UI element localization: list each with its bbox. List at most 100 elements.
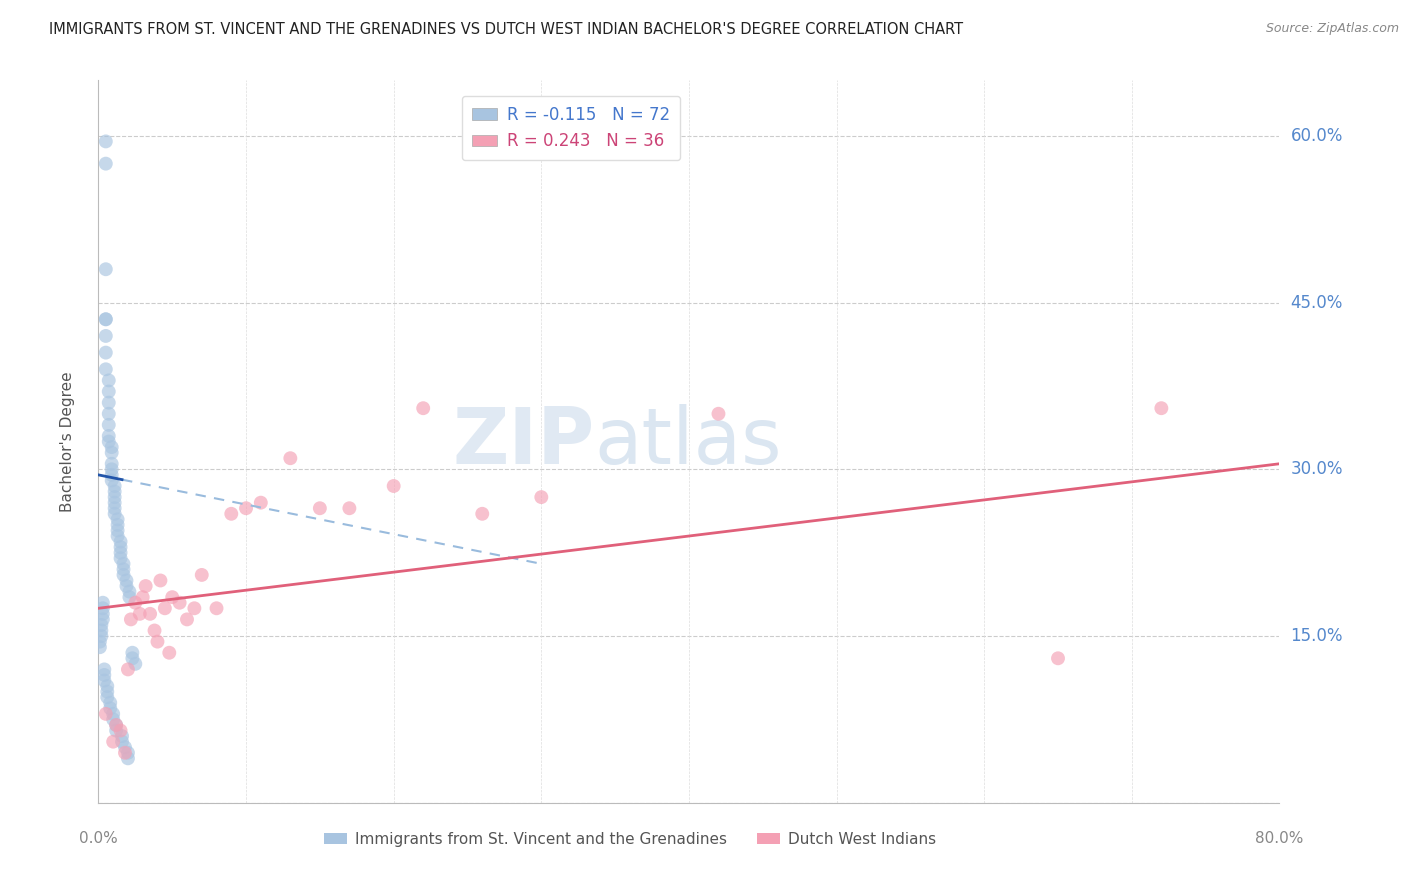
Point (110, 534, 132, 549)
Point (112, 557, 135, 571)
Point (91, 607, 114, 621)
Point (162, 590, 183, 604)
Point (183, 601, 205, 615)
Point (93, 668, 115, 682)
Point (121, 651, 143, 665)
Point (94, 135, 117, 149)
Text: IMMIGRANTS FROM ST. VINCENT AND THE GRENADINES VS DUTCH WEST INDIAN BACHELOR'S D: IMMIGRANTS FROM ST. VINCENT AND THE GREN… (49, 22, 963, 37)
Point (89, 640, 111, 655)
Text: 45.0%: 45.0% (1291, 293, 1343, 311)
Point (117, 751, 139, 765)
Point (176, 612, 198, 626)
Legend: Immigrants from St. Vincent and the Grenadines, Dutch West Indians: Immigrants from St. Vincent and the Gren… (318, 826, 942, 853)
Point (114, 746, 136, 760)
Point (100, 474, 122, 488)
Point (107, 524, 129, 538)
Point (104, 479, 127, 493)
Point (90, 629, 112, 643)
Point (111, 729, 134, 743)
Point (103, 734, 125, 748)
Point (93, 662, 115, 676)
Point (97, 373, 120, 387)
Point (91, 601, 114, 615)
Point (94, 262, 117, 277)
Point (107, 512, 129, 526)
Point (309, 501, 332, 516)
Point (124, 657, 146, 671)
Point (169, 596, 191, 610)
Point (110, 546, 132, 560)
Point (94, 706, 117, 721)
Text: 15.0%: 15.0% (1291, 627, 1343, 645)
Point (100, 445, 122, 459)
Point (111, 734, 134, 748)
Point (221, 507, 243, 521)
Point (103, 713, 125, 727)
Point (191, 568, 214, 582)
Point (124, 596, 146, 610)
Point (90, 624, 112, 638)
Point (112, 568, 135, 582)
Point (157, 646, 180, 660)
Point (100, 462, 122, 476)
Point (128, 607, 150, 621)
Point (96, 690, 118, 705)
Point (105, 723, 128, 738)
Y-axis label: Bachelor's Degree: Bachelor's Degree (60, 371, 75, 512)
Point (104, 501, 127, 516)
Point (139, 607, 162, 621)
Point (114, 740, 136, 755)
Point (530, 490, 553, 504)
Point (100, 457, 122, 471)
Point (153, 601, 176, 615)
Point (146, 634, 169, 648)
Point (94, 156, 117, 170)
Text: Source: ZipAtlas.com: Source: ZipAtlas.com (1265, 22, 1399, 36)
Point (205, 601, 228, 615)
Point (118, 584, 141, 599)
Point (100, 440, 122, 454)
Point (115, 579, 138, 593)
Point (103, 706, 125, 721)
Point (91, 612, 114, 626)
Text: 60.0%: 60.0% (1291, 127, 1343, 145)
Point (97, 407, 120, 421)
Point (471, 507, 494, 521)
Point (339, 501, 361, 516)
Text: 0.0%: 0.0% (79, 830, 118, 846)
Point (1046, 651, 1070, 665)
Point (382, 479, 405, 493)
Point (117, 746, 139, 760)
Point (107, 529, 129, 543)
Point (105, 718, 128, 732)
Point (250, 496, 273, 510)
Point (96, 679, 118, 693)
Point (98, 696, 121, 710)
Text: 30.0%: 30.0% (1291, 460, 1343, 478)
Point (89, 634, 111, 648)
Text: atlas: atlas (595, 403, 782, 480)
Point (94, 312, 117, 326)
Point (110, 551, 132, 566)
Point (90, 618, 112, 632)
Point (97, 429, 120, 443)
Point (97, 434, 120, 449)
Point (110, 540, 132, 554)
Point (104, 484, 127, 499)
Point (94, 312, 117, 326)
Point (110, 723, 132, 738)
Point (235, 501, 257, 516)
Text: 80.0%: 80.0% (1256, 830, 1303, 846)
Point (105, 718, 128, 732)
Point (143, 624, 166, 638)
Point (115, 574, 138, 588)
Point (120, 612, 142, 626)
Point (93, 673, 115, 688)
Point (94, 345, 117, 359)
Point (94, 329, 117, 343)
Point (280, 451, 302, 466)
Point (707, 407, 730, 421)
Point (96, 684, 118, 698)
Point (97, 384, 120, 399)
Point (149, 574, 172, 588)
